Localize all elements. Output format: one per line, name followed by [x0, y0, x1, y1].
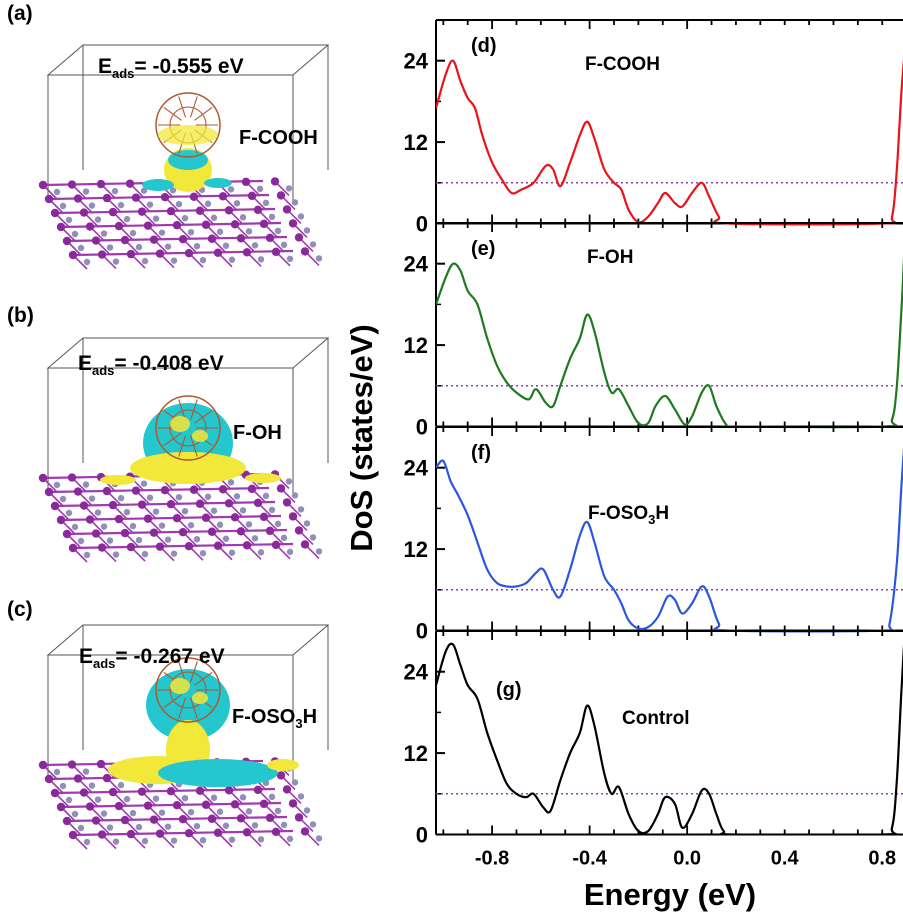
dos-series-line: [436, 642, 903, 834]
x-tick-label: 0.4: [771, 848, 800, 870]
dos-panel-label: (e): [471, 238, 495, 260]
adsorption-energy-c: Eads= -0.267 eV: [79, 645, 225, 671]
charge-density-isosurface: [108, 669, 299, 787]
simulation-box: [46, 337, 330, 493]
y-axis-title: DoS (states/eV): [344, 324, 379, 551]
y-tick-label: 24: [404, 252, 429, 277]
molecule-label-a: F-COOH: [239, 127, 318, 149]
fullerene-cage: [155, 657, 221, 723]
y-tick-label: 24: [404, 49, 429, 74]
y-tick-label: 12: [404, 741, 428, 766]
dos-panel-2: 0 12 24 (e) F-OH: [404, 222, 903, 440]
dos-series-name: F-OSO3H: [588, 503, 669, 527]
y-tick-label: 24: [404, 660, 429, 685]
dos-panel-label: (f): [471, 442, 491, 464]
dos-series-name: F-COOH: [585, 54, 660, 75]
dos-panel-1: 0 12 24 (d) F-COOH: [404, 19, 903, 237]
y-tick-label: 24: [404, 456, 429, 481]
fullerene-cage: [155, 92, 221, 158]
y-tick-label: 0: [416, 415, 428, 440]
x-tick-label: -0.4: [572, 848, 607, 870]
molecule-label-b: F-OH: [233, 422, 282, 444]
substrate-slab: [38, 177, 323, 270]
panel-label-a: (a): [7, 2, 33, 25]
y-tick-label: 12: [404, 130, 428, 155]
dos-panel-4: 0 12 24 (g) Control: [404, 630, 903, 848]
dos-panel-label: (d): [471, 35, 497, 57]
y-tick-label: 12: [404, 537, 428, 562]
adsorption-energy-a: Eads= -0.555 eV: [98, 55, 244, 81]
fullerene-cage: [155, 395, 221, 461]
adsorption-energy-b: Eads= -0.408 eV: [78, 352, 224, 378]
y-tick-label: 0: [416, 212, 428, 237]
simulation-box: [46, 624, 330, 780]
charge-density-isosurface: [100, 403, 281, 485]
panel-label-c: (c): [7, 598, 33, 621]
dos-series-name: Control: [622, 708, 690, 729]
simulation-box: [46, 44, 330, 200]
dos-panel-3: 0 12 24 (f) F-OSO3H: [404, 426, 903, 644]
structure-image-c: [38, 624, 330, 850]
dos-series-line: [436, 57, 903, 226]
panel-label-b: (b): [7, 304, 34, 327]
y-tick-label: 12: [404, 333, 428, 358]
dos-series-line: [436, 256, 903, 429]
dos-panel-label: (g): [496, 679, 522, 701]
x-axis-title: Energy (eV): [584, 877, 756, 912]
dos-series-line: [436, 447, 903, 633]
molecule-label-c: F-OSO3H: [232, 706, 318, 731]
x-tick-label: 0.0: [673, 848, 701, 870]
x-tick-label: -0.8: [475, 848, 509, 870]
y-tick-label: 0: [416, 823, 428, 848]
structure-image-b: [38, 337, 330, 563]
structure-image-a: [38, 44, 330, 270]
y-tick-label: 0: [416, 619, 428, 644]
x-tick-label: 0.8: [868, 848, 896, 870]
dos-series-name: F-OH: [587, 247, 633, 268]
